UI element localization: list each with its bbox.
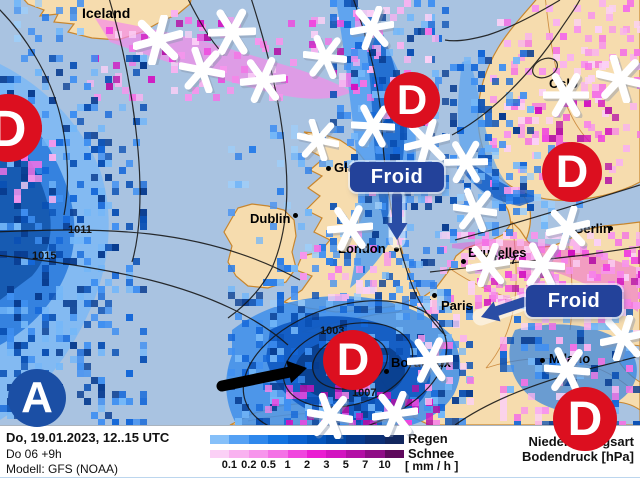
snowflake-icon [303,35,347,79]
isobar-value-label: 1015 [32,250,57,262]
snow-color-scale [210,450,405,458]
low-pressure-marker: D [553,387,617,451]
snowflake-icon [600,315,640,361]
legend-tick: 3 [323,459,330,471]
legend-tick: 0.2 [241,459,257,471]
legend-tick: 2 [303,459,311,471]
cold-advection-label: Froid [350,162,444,192]
snowflake-icon [519,242,565,288]
low-pressure-marker: D [542,142,602,202]
snow-scale-segment [268,450,288,458]
cold-advection-label: Froid [526,285,622,317]
snowflake-icon [596,55,640,103]
snowflake-icon [544,347,590,393]
high-pressure-marker: A [8,369,66,427]
city-dot-milano [540,358,545,363]
snowflake-icon [407,337,453,383]
city-dot-london [394,247,399,252]
rain-color-scale [210,435,405,444]
pressure-letter: D [396,76,428,123]
low-pressure-marker: D [384,72,440,128]
snowflake-icon [351,104,395,148]
city-dot-bruxelles [461,259,466,264]
legend-tick: 0.1 [221,459,238,471]
snow-scale-segment [210,450,230,458]
legend-tick: 10 [378,459,391,471]
snowflake-icon [350,6,394,50]
city-dot-paris [432,293,437,298]
pressure-letter: A [21,373,53,422]
legend-unit: [ mm / h ] [405,459,459,473]
snowflake-icon [372,391,418,437]
snowflake-icon [543,72,589,118]
snowflake-icon [466,243,510,287]
rain-label: Regen [408,431,448,446]
froid-text: Froid [547,289,601,312]
city-dot-dublin [293,213,298,218]
city-label-dublin: Dublin [250,211,291,226]
snowflake-icon [179,47,225,93]
rain-scale-segment [326,435,346,444]
snow-scale-segment [326,450,346,458]
snowflake-icon [327,205,373,251]
snowflake-icon [453,188,497,232]
snow-label: Schnee [408,446,455,461]
low-pressure-marker: D [323,330,383,390]
pressure-letter: D [555,146,589,197]
froid-text: Froid [370,165,424,188]
city-dot-glasgow [326,166,331,171]
pressure-label: Bodendruck [hPa] [522,449,634,464]
rain-scale-segment [365,435,385,444]
legend-tick: 0.5 [260,459,276,471]
rain-scale-segment [268,435,288,444]
pressure-letter: D [0,99,27,157]
snow-scale-segment [307,450,327,458]
snow-scale-segment [384,450,405,458]
city-dot-berlin [608,226,613,231]
snowflake-icon [240,57,286,103]
snowflake-icon [307,393,353,439]
rain-scale-segment [307,435,327,444]
snowflake-icon [404,119,450,165]
model-name: Modell: GFS (NOAA) [6,462,119,476]
snowflake-icon [444,140,488,184]
pressure-letter: D [336,334,370,385]
legend-tick: 1 [284,459,291,471]
snowflake-icon [546,206,590,250]
rain-scale-segment [287,435,308,444]
city-label-paris: Paris [441,298,473,313]
legend-tick: 7 [362,459,369,471]
city-label-iceland: Iceland [82,5,131,21]
run-offset: Do 06 +9h [6,447,62,461]
isobar-value-label: 1011 [68,224,92,236]
snow-scale-segment [287,450,308,458]
snowflake-icon [133,15,183,65]
valid-time: Do, 19.01.2023, 12..15 UTC [6,430,170,445]
snow-scale-segment [345,450,366,458]
legend-tick: 5 [342,459,349,471]
rain-scale-segment [229,435,249,444]
city-dot-bordeaux [384,369,389,374]
snowflake-icon [297,119,339,161]
rain-scale-segment [345,435,366,444]
snow-scale-segment [248,450,269,458]
snow-scale-segment [365,450,385,458]
isobar-value-label: 1007 [352,387,377,399]
snowflake-icon [208,8,256,56]
rain-scale-segment [210,435,230,444]
snow-scale-segment [229,450,249,458]
rain-scale-segment [384,435,405,444]
rain-scale-segment [248,435,269,444]
pressure-letter: D [567,392,603,446]
